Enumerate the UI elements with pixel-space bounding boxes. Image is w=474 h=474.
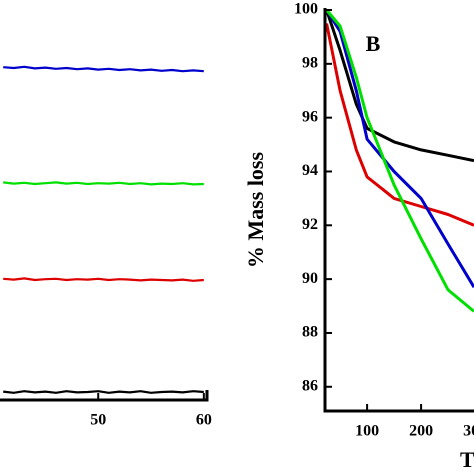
x-tick-label: 100 (355, 423, 379, 440)
y-tick-label: 96 (302, 108, 318, 125)
data-line (325, 9, 474, 313)
x-tick-label: 300 (463, 423, 474, 440)
plot-area (325, 9, 474, 313)
x-axis-label: T (460, 447, 474, 472)
data-line (325, 9, 474, 163)
y-tick-label: 98 (302, 54, 318, 71)
data-line (3, 390, 204, 394)
plot-area (3, 65, 204, 394)
x-tick-label: 50 (90, 412, 106, 429)
x-tick-label: 60 (196, 412, 212, 429)
data-line (3, 65, 204, 73)
y-tick-label: 94 (302, 162, 318, 179)
y-tick-label: 86 (302, 377, 318, 394)
x-tick-label: 200 (409, 423, 433, 440)
y-tick-label: 90 (302, 270, 318, 287)
y-axis-label: % Mass loss (243, 152, 268, 269)
data-line (3, 277, 204, 282)
y-tick-label: 100 (294, 1, 318, 18)
y-tick-label: 88 (302, 324, 318, 341)
data-line (3, 181, 204, 186)
y-tick-label: 92 (302, 216, 318, 233)
data-line (325, 23, 474, 227)
panel-label: B (366, 31, 381, 56)
data-line (325, 9, 474, 288)
